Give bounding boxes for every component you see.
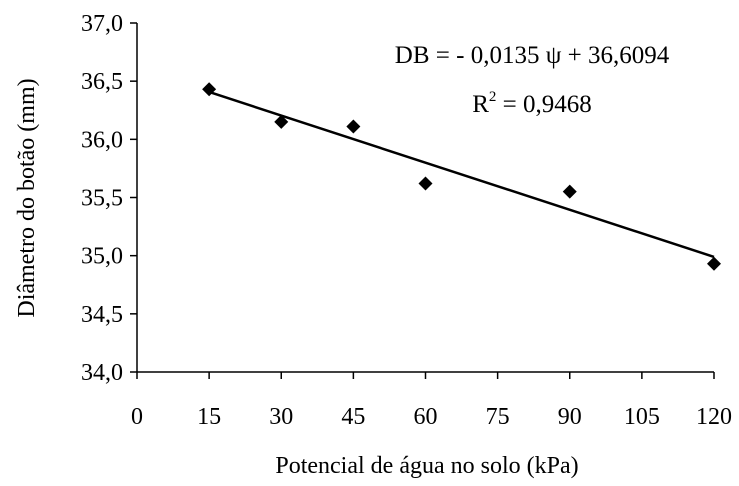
x-tick-label: 45	[341, 404, 365, 430]
y-ticks: 34,0 34,5 35,0 35,5 36,0 36,5 37,0	[81, 11, 137, 386]
y-tick-label: 34,5	[81, 302, 123, 328]
y-tick-label: 34,0	[81, 360, 123, 386]
data-point	[707, 256, 721, 271]
y-tick-label: 37,0	[81, 11, 123, 37]
axes	[136, 23, 714, 373]
y-tick-label: 36,5	[81, 69, 123, 95]
data-point	[346, 119, 361, 134]
x-tick-label: 60	[414, 404, 438, 430]
trendline	[208, 90, 715, 259]
x-tick-label: 30	[269, 404, 293, 430]
data-point	[274, 114, 289, 129]
r2-value: = 0,9468	[496, 91, 591, 118]
data-point	[562, 184, 577, 199]
trendline-group	[208, 90, 715, 259]
y-tick-label: 35,0	[81, 244, 123, 270]
r2-exponent: 2	[489, 89, 497, 105]
data-point	[418, 176, 433, 191]
data-points	[202, 82, 721, 271]
y-tick-label: 35,5	[81, 186, 123, 212]
r-squared-annotation: R2 = 0,9468	[472, 89, 592, 118]
x-tick-label: 120	[696, 404, 732, 430]
data-point	[202, 82, 217, 97]
x-tick-label: 75	[486, 404, 510, 430]
x-tick-label: 0	[131, 404, 143, 430]
x-tick-label: 105	[624, 404, 660, 430]
x-axis-title: Potencial de água no solo (kPa)	[275, 453, 578, 479]
x-tick-label: 15	[197, 404, 221, 430]
equation-annotation: DB = - 0,0135 ψ + 36,6094	[395, 42, 670, 69]
y-axis-title: Diâmetro do botão (mm)	[14, 78, 40, 317]
r2-prefix: R	[472, 91, 489, 118]
x-ticks: 0 15 30 45 60 75 90 105 120	[131, 372, 732, 430]
y-tick-label: 36,0	[81, 127, 123, 153]
x-tick-label: 90	[558, 404, 582, 430]
